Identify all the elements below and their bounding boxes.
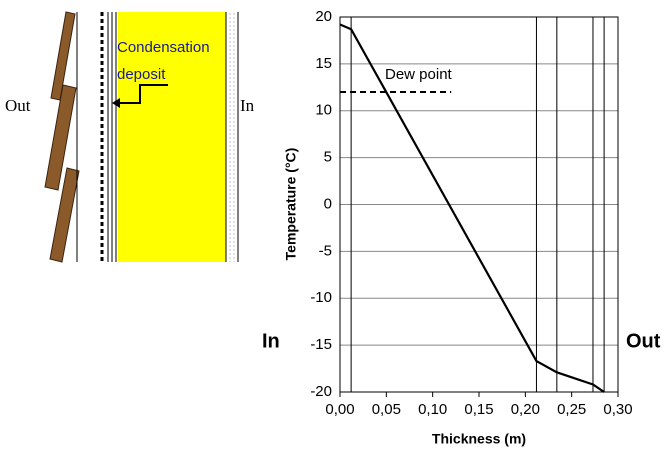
y-tick-label: -10 (310, 289, 332, 306)
plank (49, 167, 80, 263)
x-tick-label: 0,20 (511, 401, 540, 418)
dew-point-label: Dew point (385, 66, 453, 83)
x-tick-label: 0,30 (603, 401, 632, 418)
board (228, 12, 237, 262)
y-tick-label: -15 (310, 336, 332, 353)
x-tick-label: 0,15 (464, 401, 493, 418)
out-label: Out (5, 96, 31, 115)
plank (44, 84, 77, 191)
x-tick-label: 0,00 (325, 401, 354, 418)
out-side-label: Out (626, 330, 661, 352)
y-axis-title: Temperature (°C) (283, 148, 299, 261)
temperature-line (339, 23, 605, 393)
deposit-label: deposit (117, 66, 166, 83)
in-label: In (240, 96, 255, 115)
y-tick-label: 20 (315, 8, 332, 25)
arrow (118, 84, 168, 104)
insulation (118, 12, 226, 262)
in-side-label: In (262, 330, 280, 352)
y-tick-label: 5 (324, 149, 332, 166)
y-tick-label: -20 (310, 383, 332, 400)
x-axis-title: Thickness (m) (432, 431, 526, 447)
wall-diagram: Out In Condensation deposit (5, 11, 255, 263)
y-tick-label: -5 (319, 242, 332, 259)
deposit-label: Condensation (117, 39, 210, 56)
plot-frame (339, 16, 619, 393)
y-tick-label: 10 (315, 102, 332, 119)
arrow-head (112, 98, 120, 108)
x-tick-label: 0,25 (557, 401, 586, 418)
x-tick-label: 0,10 (418, 401, 447, 418)
x-tick-label: 0,05 (372, 401, 401, 418)
y-tick-label: 15 (315, 55, 332, 72)
y-tick-label: 0 (324, 195, 332, 212)
